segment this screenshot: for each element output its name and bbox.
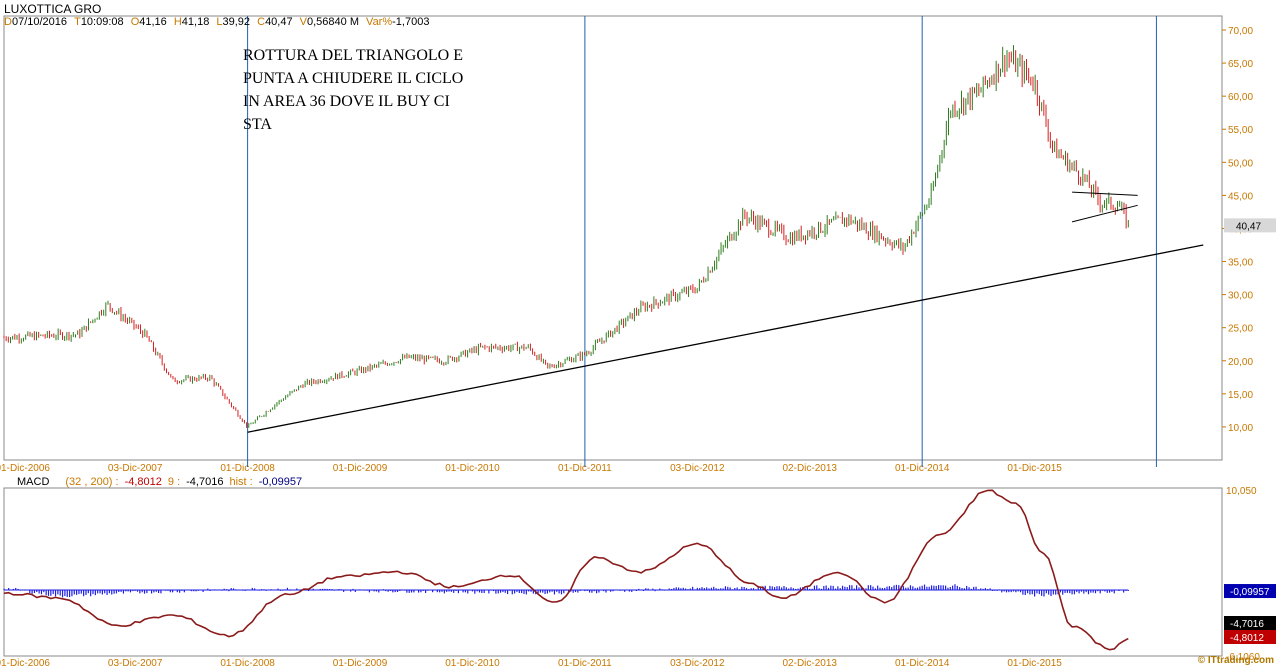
- macd-readout-item: MACD: [17, 476, 50, 488]
- last-price-box: [1224, 218, 1276, 233]
- macd-readout-item: (32 , 200) :: [65, 476, 119, 488]
- macd-x-tick-label: 01-Dic-2014: [895, 658, 950, 668]
- readout-label: C: [257, 16, 266, 28]
- watermark-text: © ITtrading.com: [1197, 655, 1274, 666]
- price-x-tick-label: 01-Dic-2008: [220, 463, 275, 474]
- macd-value-label: -0,09957: [1230, 587, 1270, 598]
- price-x-tick-label: 02-Dic-2013: [783, 463, 838, 474]
- price-x-tick-label: 01-Dic-2006: [0, 463, 50, 474]
- macd-x-tick-label: 01-Dic-2009: [333, 658, 388, 668]
- macd-y-tick-label: 10,050: [1226, 486, 1257, 497]
- macd-x-tick-label: 03-Dic-2012: [670, 658, 725, 668]
- readout-value: -1,7003: [392, 16, 430, 28]
- price-y-tick-label: 50,00: [1228, 158, 1253, 169]
- macd-readout-item: 9 :: [167, 476, 181, 488]
- readout-value: 41,16: [139, 16, 170, 28]
- macd-readout-item: -4,7016: [186, 476, 224, 488]
- readout-label: T: [74, 16, 81, 28]
- price-y-tick-label: 65,00: [1228, 59, 1253, 70]
- price-y-tick-label: 15,00: [1228, 390, 1253, 401]
- price-y-tick-label: 25,00: [1228, 324, 1253, 335]
- last-price-label: 40,47: [1236, 221, 1261, 232]
- macd-x-tick-label: 03-Dic-2007: [108, 658, 163, 668]
- readout-label: D: [4, 16, 12, 28]
- price-x-tick-label: 03-Dic-2007: [108, 463, 163, 474]
- readout-value: 39,92: [222, 16, 254, 28]
- price-panel-frame: [3, 15, 1223, 461]
- readout-label: L: [216, 16, 223, 28]
- macd-line: [3, 489, 1129, 651]
- macd-panel-frame: [3, 487, 1223, 657]
- macd-readout: MACD (32 , 200) : -4,8012 9 : -4,7016 hist :-…: [17, 476, 308, 488]
- triangle-line: [1072, 191, 1138, 196]
- macd-readout-item: -4,8012: [124, 476, 162, 488]
- readout-value: 0,56840 M: [307, 16, 363, 28]
- macd-x-tick-label: 01-Dic-2010: [445, 658, 500, 668]
- price-y-tick-label: 10,00: [1228, 423, 1253, 434]
- macd-x-tick-label: 01-Dic-2006: [0, 658, 50, 668]
- macd-x-tick-label: 01-Dic-2015: [1007, 658, 1062, 668]
- price-y-tick-label: 45,00: [1228, 191, 1253, 202]
- price-y-tick-label: 35,00: [1228, 258, 1253, 269]
- readout-value: 41,18: [181, 16, 213, 28]
- price-x-tick-label: 03-Dic-2012: [670, 463, 725, 474]
- price-x-tick-label: 01-Dic-2009: [333, 463, 388, 474]
- chart-title: LUXOTTICA GRO: [4, 2, 102, 16]
- triangle-line: [1071, 204, 1138, 223]
- price-y-tick-label: 60,00: [1228, 92, 1253, 103]
- macd-x-tick-label: 01-Dic-2008: [220, 658, 275, 668]
- macd-value-label: -4,8012: [1230, 633, 1264, 644]
- price-x-tick-label: 01-Dic-2014: [895, 463, 950, 474]
- readout-value: 40,47: [265, 16, 296, 28]
- price-y-tick-label: 20,00: [1228, 357, 1253, 368]
- macd-x-tick-label: 02-Dic-2013: [783, 658, 838, 668]
- macd-value-box: [1224, 616, 1276, 630]
- price-x-tick-label: 01-Dic-2010: [445, 463, 500, 474]
- macd-readout-item: -0,09957: [258, 476, 303, 488]
- readout-value: 07/10/2016: [11, 16, 71, 28]
- price-y-tick-label: 30,00: [1228, 291, 1253, 302]
- readout-label: H: [173, 16, 182, 28]
- macd-readout-item: hist :: [229, 476, 253, 488]
- analysis-annotation: ROTTURA DEL TRIANGOLO E PUNTA A CHIUDERE…: [243, 47, 464, 133]
- price-y-tick-label: 70,00: [1228, 26, 1253, 37]
- support-trendline: [247, 244, 1204, 433]
- price-y-tick-label: 55,00: [1228, 125, 1253, 136]
- readout-label: O: [130, 16, 140, 28]
- price-x-tick-label: 01-Dic-2015: [1007, 463, 1062, 474]
- macd-value-box: [1224, 584, 1276, 599]
- macd-x-tick-label: 01-Dic-2011: [558, 658, 612, 668]
- readout-label: Var%: [366, 16, 393, 28]
- macd-value-label: -4,7016: [1230, 619, 1264, 630]
- macd-y-tick-label: -6,1060: [1226, 652, 1260, 663]
- readout-label: V: [299, 16, 307, 28]
- readout-value: 10:09:08: [80, 16, 127, 28]
- price-x-tick-label: 01-Dic-2011: [558, 463, 612, 474]
- ohlc-readout: D07/10/2016 T10:09:08 O41,16 H41,18 L39,…: [4, 16, 433, 28]
- macd-value-box: [1224, 630, 1276, 644]
